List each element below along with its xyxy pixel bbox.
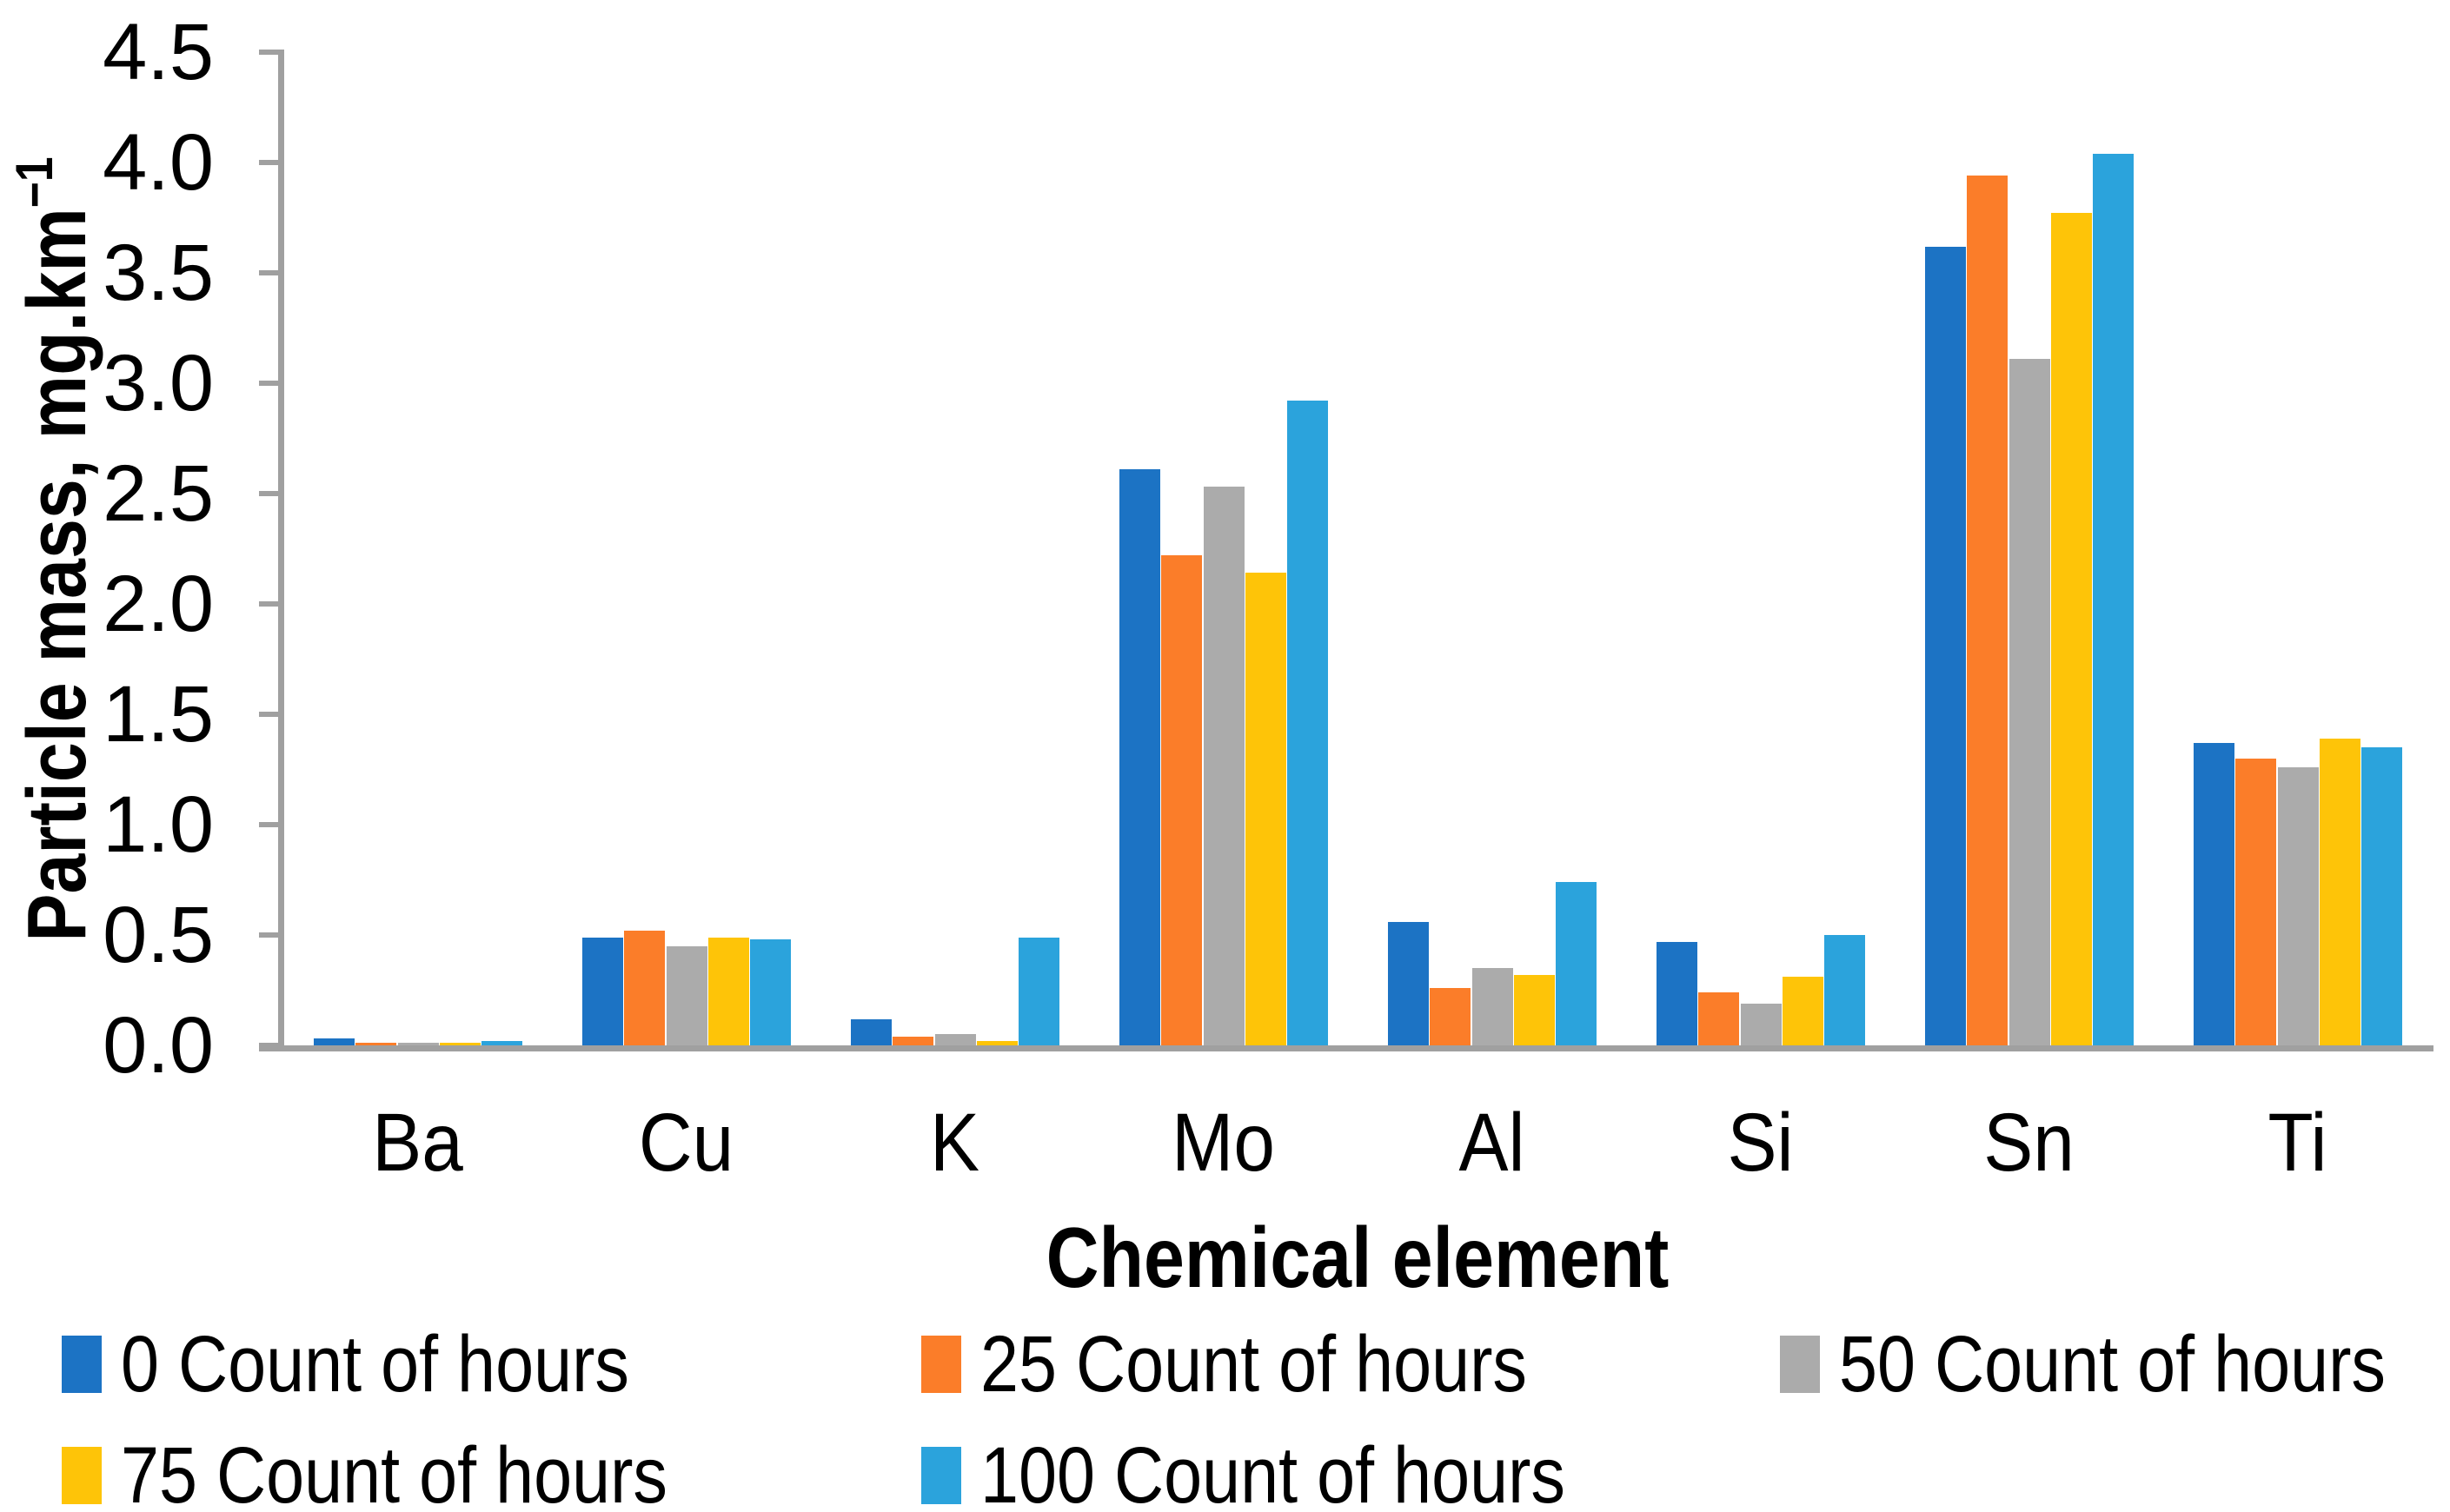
bar-K-50h — [935, 1034, 976, 1045]
bar-Al-25h — [1430, 988, 1471, 1045]
y-tick-mark — [259, 491, 283, 496]
bar-K-0h — [851, 1019, 892, 1045]
bar-Ti-25h — [2235, 759, 2276, 1045]
legend-item-75h: 75 Count of hours — [62, 1430, 756, 1512]
y-tick-mark — [259, 601, 283, 607]
bar-Sn-75h — [2051, 213, 2092, 1045]
bar-Mo-25h — [1161, 555, 1202, 1045]
bar-Al-50h — [1472, 968, 1513, 1045]
legend-label: 50 Count of hours — [1839, 1320, 2386, 1409]
legend-label: 25 Count of hours — [980, 1320, 1527, 1409]
bar-Mo-0h — [1119, 469, 1160, 1045]
legend-swatch-icon — [1780, 1336, 1820, 1393]
y-tick-mark — [259, 381, 283, 386]
y-tick-label: 2.0 — [103, 560, 214, 648]
legend-swatch-icon — [921, 1336, 961, 1393]
y-tick-mark — [259, 822, 283, 827]
x-axis-line — [259, 1045, 2433, 1051]
y-axis-line — [278, 50, 284, 1051]
bar-Mo-50h — [1204, 487, 1245, 1045]
category-label-Si: Si — [1727, 1097, 1794, 1189]
legend-swatch-icon — [921, 1447, 961, 1504]
bar-Ti-50h — [2278, 767, 2319, 1045]
category-label-Mo: Mo — [1172, 1097, 1275, 1189]
bar-Cu-100h — [750, 939, 791, 1045]
y-tick-mark — [259, 1043, 283, 1048]
bar-Si-50h — [1741, 1004, 1782, 1045]
bar-Ti-0h — [2194, 743, 2234, 1045]
bar-Ba-100h — [481, 1041, 522, 1045]
bar-Ba-75h — [440, 1043, 481, 1045]
legend-item-100h: 100 Count of hours — [921, 1430, 1661, 1512]
bar-Si-100h — [1824, 935, 1865, 1045]
category-label-Cu: Cu — [638, 1097, 734, 1189]
bar-Sn-25h — [1967, 176, 2008, 1045]
bar-Sn-50h — [2009, 359, 2050, 1045]
bar-Si-75h — [1783, 977, 1823, 1045]
y-tick-label: 2.5 — [103, 449, 214, 538]
y-tick-mark — [259, 160, 283, 165]
x-axis-title: Chemical element — [1046, 1210, 1670, 1305]
bar-Cu-25h — [624, 931, 665, 1045]
category-label-Sn: Sn — [1983, 1097, 2075, 1189]
bar-Al-75h — [1514, 975, 1555, 1045]
bar-Mo-75h — [1245, 573, 1286, 1045]
y-tick-label: 0.0 — [103, 1001, 214, 1090]
y-tick-label: 3.5 — [103, 229, 214, 317]
bar-Sn-0h — [1925, 247, 1966, 1045]
y-tick-label: 3.0 — [103, 339, 214, 428]
category-label-K: K — [929, 1097, 980, 1189]
bar-Si-25h — [1698, 992, 1739, 1045]
y-tick-label: 1.5 — [103, 670, 214, 759]
legend-swatch-icon — [62, 1447, 102, 1504]
bar-Cu-50h — [667, 946, 707, 1045]
category-label-Ti: Ti — [2267, 1097, 2327, 1189]
bar-Ti-75h — [2320, 739, 2360, 1045]
bar-Cu-75h — [708, 938, 749, 1045]
legend-item-0h: 0 Count of hours — [62, 1319, 712, 1409]
bar-Cu-0h — [582, 938, 623, 1045]
bar-K-100h — [1019, 938, 1059, 1045]
y-tick-label: 4.0 — [103, 118, 214, 207]
y-tick-mark — [259, 932, 283, 938]
bar-Al-0h — [1388, 922, 1429, 1045]
bar-Ba-50h — [398, 1043, 439, 1045]
y-tick-label: 1.0 — [103, 780, 214, 869]
legend-swatch-icon — [62, 1336, 102, 1393]
legend-label: 0 Count of hours — [121, 1320, 629, 1409]
y-tick-mark — [259, 50, 283, 55]
y-tick-label: 0.5 — [103, 891, 214, 979]
bar-Si-0h — [1657, 942, 1697, 1045]
bar-K-75h — [977, 1041, 1018, 1045]
bar-Al-100h — [1556, 882, 1597, 1045]
bar-Ba-0h — [314, 1038, 355, 1045]
legend-label: 75 Count of hours — [121, 1431, 667, 1512]
category-label-Ba: Ba — [372, 1097, 463, 1189]
y-tick-mark — [259, 712, 283, 717]
legend-item-50h: 50 Count of hours — [1780, 1319, 2450, 1409]
category-label-Al: Al — [1458, 1097, 1525, 1189]
legend-item-25h: 25 Count of hours — [921, 1319, 1616, 1409]
bar-Mo-100h — [1287, 401, 1328, 1045]
bar-K-25h — [893, 1037, 933, 1045]
bar-Sn-100h — [2093, 154, 2134, 1045]
bar-Ti-100h — [2361, 747, 2402, 1045]
legend-label: 100 Count of hours — [980, 1431, 1565, 1512]
y-tick-mark — [259, 270, 283, 275]
y-tick-label: 4.5 — [103, 8, 214, 96]
bar-Ba-25h — [355, 1043, 396, 1045]
